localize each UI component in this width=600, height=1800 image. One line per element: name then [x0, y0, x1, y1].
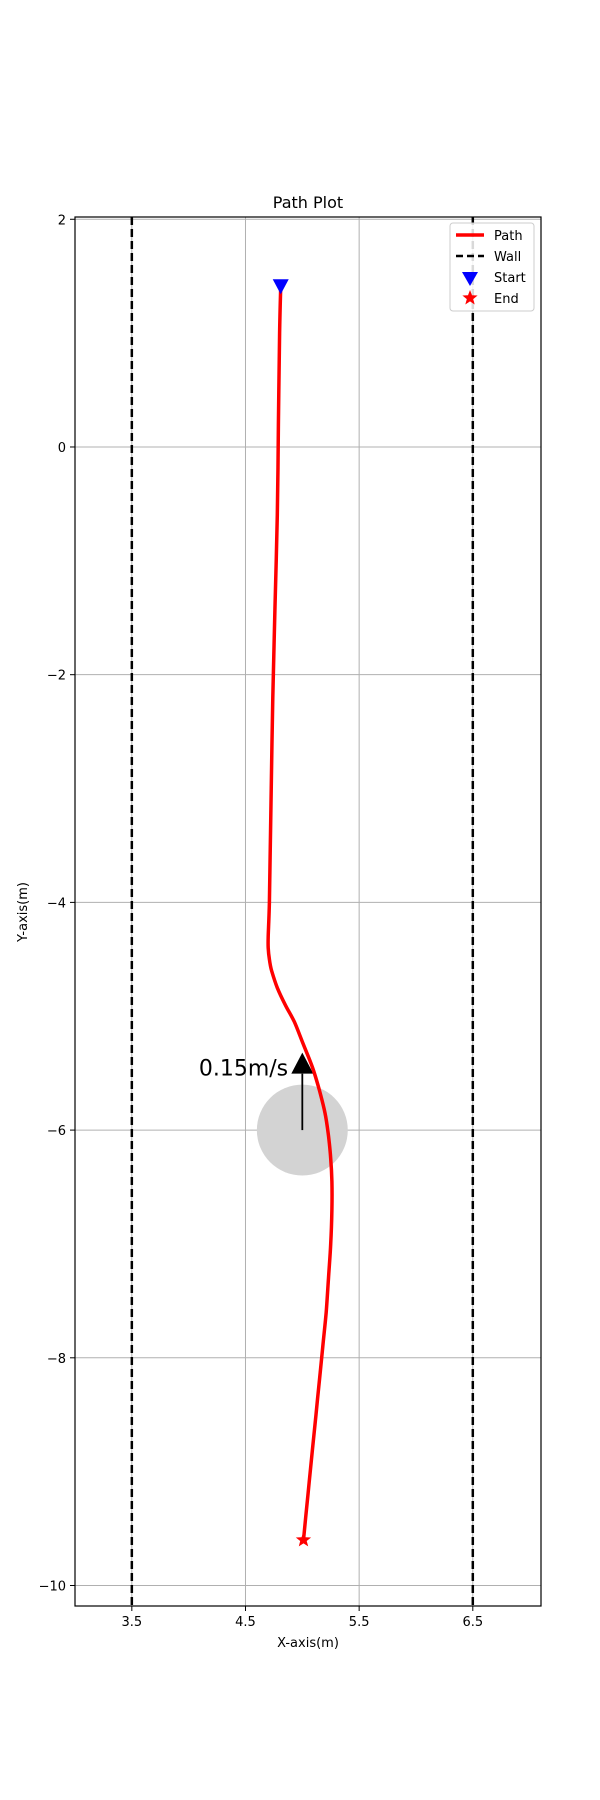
y-tick-label: −4 — [47, 896, 66, 911]
y-tick-label: 2 — [58, 213, 66, 228]
velocity-annotation: 0.15m/s — [199, 1056, 288, 1081]
y-tick-label: −10 — [39, 1580, 66, 1595]
end-marker — [295, 1532, 312, 1547]
y-axis-label: Y-axis(m) — [16, 882, 31, 943]
legend-end-label: End — [494, 292, 519, 307]
legend: Path Wall Start End — [449, 222, 535, 312]
walls — [130, 217, 475, 1606]
x-tick-label: 4.5 — [235, 1615, 256, 1630]
y-tick-label: −6 — [47, 1124, 66, 1139]
legend-box — [449, 222, 535, 312]
y-tick-label: 0 — [58, 441, 66, 456]
start-marker — [272, 279, 289, 295]
x-tick-label: 3.5 — [121, 1615, 142, 1630]
legend-wall-label: Wall — [494, 250, 521, 265]
y-tick-label: −2 — [47, 669, 66, 684]
legend-end-swatch — [462, 290, 478, 305]
legend-path-label: Path — [494, 229, 523, 244]
y-tick-label: −8 — [47, 1352, 66, 1367]
plot-frame — [74, 216, 542, 1607]
x-tick-label: 5.5 — [349, 1615, 370, 1630]
legend-start-swatch — [462, 272, 478, 286]
legend-start-label: Start — [494, 271, 526, 286]
chart-title: Path Plot — [273, 193, 343, 212]
axis-ticks: 3.5 4.5 5.5 6.5 2 0 −2 −4 −6 −8 −10 — [39, 213, 484, 1630]
path-line — [266, 285, 334, 1542]
velocity-arrow-head — [291, 1052, 314, 1074]
x-tick-label: 6.5 — [462, 1615, 483, 1630]
x-axis-label: X-axis(m) — [277, 1636, 339, 1651]
